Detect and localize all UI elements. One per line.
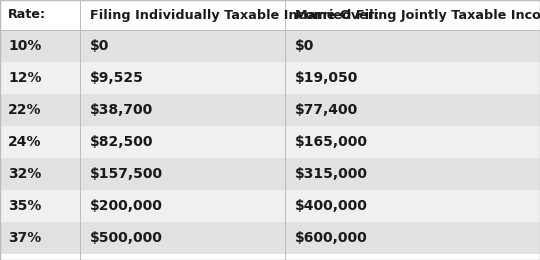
Text: $19,050: $19,050 — [295, 71, 359, 85]
Text: $9,525: $9,525 — [90, 71, 144, 85]
Text: $315,000: $315,000 — [295, 167, 368, 181]
Bar — [0, 0, 540, 30]
Text: 37%: 37% — [8, 231, 41, 245]
Text: 22%: 22% — [8, 103, 42, 117]
Text: $0: $0 — [295, 39, 314, 53]
Text: $0: $0 — [90, 39, 110, 53]
Text: $200,000: $200,000 — [90, 199, 163, 213]
Text: $77,400: $77,400 — [295, 103, 358, 117]
Text: $400,000: $400,000 — [295, 199, 368, 213]
Text: $157,500: $157,500 — [90, 167, 163, 181]
Text: 35%: 35% — [8, 199, 42, 213]
Text: Married Filing Jointly Taxable Income Over:: Married Filing Jointly Taxable Income Ov… — [295, 9, 540, 22]
Text: $38,700: $38,700 — [90, 103, 153, 117]
Text: 24%: 24% — [8, 135, 42, 149]
Text: 12%: 12% — [8, 71, 42, 85]
Text: Rate:: Rate: — [8, 9, 46, 22]
Text: Filing Individually Taxable Income Over:: Filing Individually Taxable Income Over: — [90, 9, 379, 22]
Bar — [0, 158, 540, 190]
Text: $165,000: $165,000 — [295, 135, 368, 149]
Bar — [0, 30, 540, 62]
Text: 10%: 10% — [8, 39, 42, 53]
Bar — [0, 62, 540, 94]
Bar — [0, 222, 540, 254]
Text: $82,500: $82,500 — [90, 135, 153, 149]
Text: 32%: 32% — [8, 167, 42, 181]
Bar — [0, 94, 540, 126]
Text: $500,000: $500,000 — [90, 231, 163, 245]
Text: $600,000: $600,000 — [295, 231, 368, 245]
Bar — [0, 126, 540, 158]
Bar — [0, 190, 540, 222]
